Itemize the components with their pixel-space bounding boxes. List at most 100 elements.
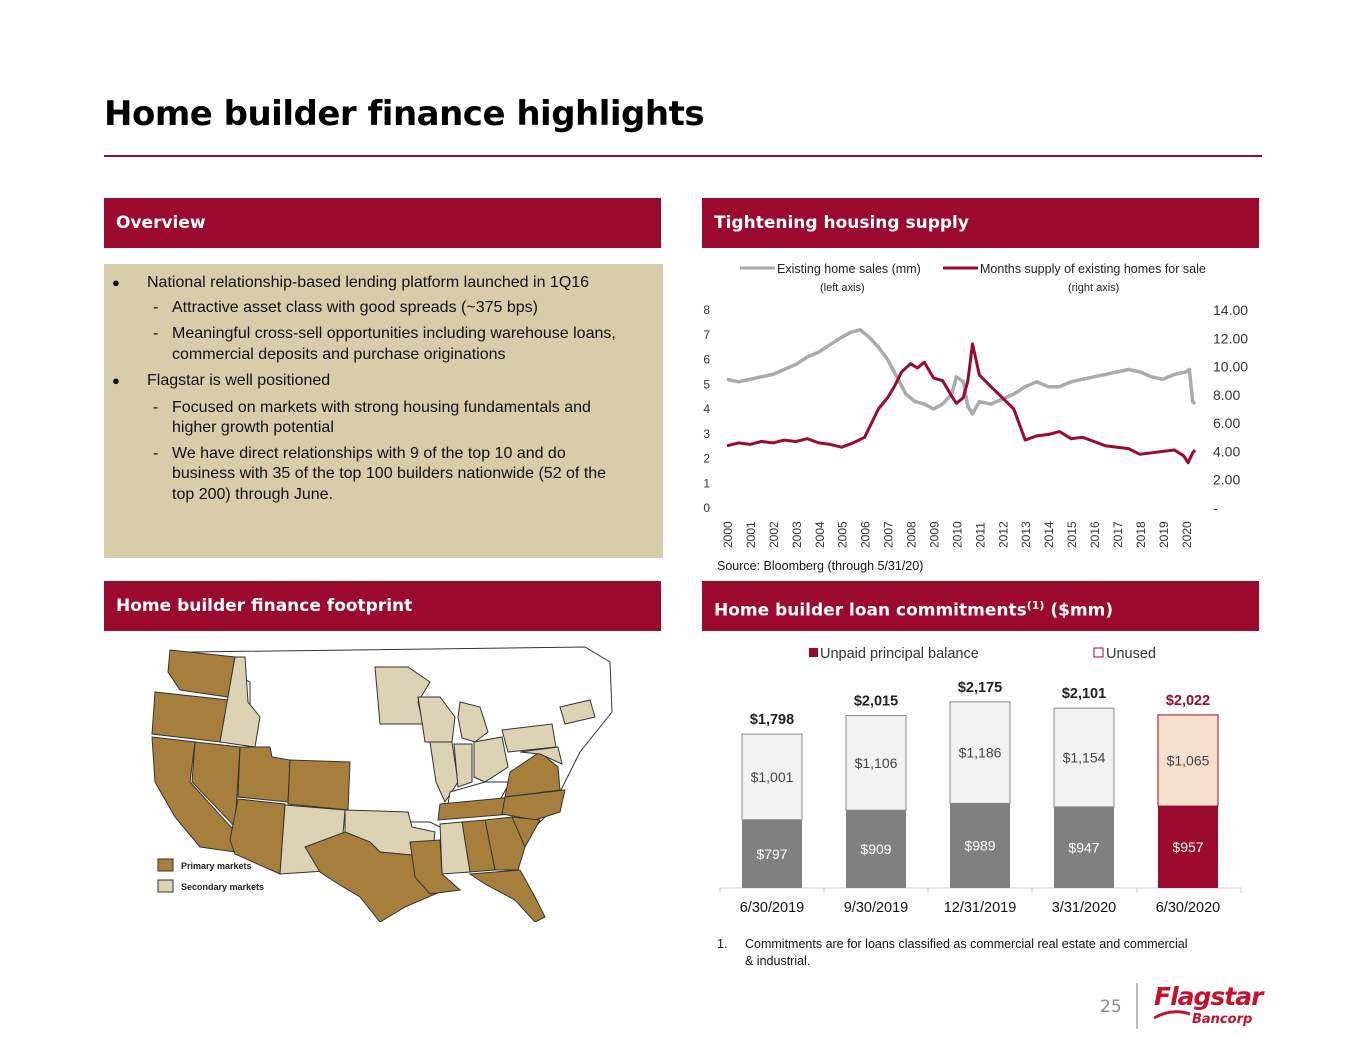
- bar-upb-label: $989: [964, 838, 995, 854]
- bancorp-logo-text: Bancorp: [1192, 1012, 1253, 1027]
- bullet-marker: -: [153, 325, 159, 342]
- left-axis-tick: 1: [703, 476, 710, 490]
- overview-bullet: top 200) through June.: [172, 484, 650, 505]
- left-axis-tick: 6: [703, 353, 710, 367]
- x-axis-year-label: 2002: [767, 521, 781, 548]
- legend-primary-label: Primary markets: [181, 861, 252, 871]
- bullet-text: National relationship-based lending plat…: [147, 274, 590, 291]
- right-axis-tick: 12.00: [1213, 330, 1248, 346]
- bullet-text: We have direct relationships with 9 of t…: [172, 445, 566, 462]
- bullet-text: top 200) through June.: [172, 486, 334, 503]
- flagstar-logo: Flagstar: [1154, 982, 1263, 1011]
- legend-unused-swatch: [1093, 647, 1104, 658]
- right-axis-tick: 6.00: [1213, 415, 1240, 431]
- bar-upb-label: $797: [756, 846, 787, 862]
- commitments-header-unit: ($mm): [1044, 600, 1114, 621]
- title-divider: [104, 155, 1262, 157]
- bar-category-label: 3/31/2020: [1052, 900, 1117, 916]
- bar-upb: [846, 810, 906, 888]
- overview-bullet: - We have direct relationships with 9 of …: [153, 443, 650, 464]
- home-sales-line: [726, 328, 1197, 416]
- bar-upb-label: $947: [1068, 839, 1099, 855]
- bullet-text: higher growth potential: [172, 419, 334, 436]
- x-axis-year-label: 2012: [996, 521, 1010, 548]
- overview-bullet: business with 35 of the top 100 builders…: [172, 463, 650, 484]
- bullet-marker: -: [153, 399, 159, 416]
- bullet-text: business with 35 of the top 100 builders…: [172, 465, 607, 482]
- map-florida: [468, 869, 546, 922]
- right-axis-tick: 8.00: [1213, 387, 1240, 403]
- left-axis-tick: 5: [703, 377, 710, 391]
- footprint-header: Home builder finance footprint: [104, 581, 661, 631]
- bar-unused: [1053, 707, 1115, 808]
- overview-bullet: - Focused on markets with strong housing …: [153, 397, 650, 418]
- bar-upb-label: $957: [1172, 839, 1203, 855]
- x-axis-year-label: 2004: [813, 521, 827, 548]
- right-axis-tick: -: [1213, 500, 1218, 516]
- x-axis-year-label: 2003: [790, 521, 804, 548]
- right-axis-tick: 4.00: [1213, 443, 1240, 459]
- bar-unused-label: $1,154: [1063, 750, 1106, 766]
- x-axis-year-label: 2007: [882, 521, 896, 548]
- map-minnesota: [374, 666, 431, 725]
- months-supply-line: [726, 342, 1197, 465]
- left-axis-tick: 8: [703, 303, 710, 317]
- map-arizona: [229, 798, 286, 875]
- x-axis-year-label: 2016: [1088, 521, 1102, 548]
- map-idaho: [219, 656, 261, 748]
- left-axis-tick: 2: [703, 452, 710, 466]
- bar-category-label: 6/30/2019: [740, 900, 805, 916]
- left-axis-tick: 0: [703, 501, 710, 515]
- bar-unused: [741, 733, 803, 821]
- overview-bullet: - Meaningful cross-sell opportunities inc…: [153, 323, 650, 344]
- x-axis-year-label: 2001: [744, 521, 758, 548]
- footnote-number: 1.: [717, 937, 728, 951]
- bar-total-label: $2,015: [854, 694, 898, 710]
- map-virginia: [504, 751, 561, 798]
- bar-unused: [1157, 714, 1219, 807]
- legend-home-sales-axis: (left axis): [820, 282, 865, 294]
- overview-box: [104, 264, 663, 558]
- map-oregon: [151, 691, 229, 743]
- map-louisiana: [409, 839, 462, 895]
- source-note: Source: Bloomberg (through 5/31/20): [717, 559, 924, 573]
- bar-unused-label: $1,001: [751, 769, 794, 785]
- x-axis-year-label: 2009: [927, 521, 941, 548]
- bar-category-label: 6/30/2020: [1156, 900, 1221, 916]
- bullet-marker: -: [153, 299, 159, 316]
- bar-upb: [1158, 806, 1218, 888]
- legend-home-sales-label: Existing home sales (mm): [777, 262, 921, 276]
- housing-supply-header: Tightening housing supply: [702, 198, 1259, 248]
- bullet-marker: ●: [112, 373, 120, 388]
- x-axis-year-label: 2010: [950, 521, 964, 548]
- bar-unused-label: $1,106: [855, 755, 898, 771]
- commitments-footnote-ref: (1): [1026, 599, 1045, 612]
- map-texas: [304, 831, 441, 922]
- overview-bullet: ● National relationship-based lending pla…: [112, 272, 650, 293]
- bar-category-label: 9/30/2019: [844, 900, 909, 916]
- commitments-header-text: Home builder loan commitments: [714, 600, 1027, 621]
- legend-secondary-swatch: [157, 879, 174, 893]
- bar-total-label: $2,101: [1062, 686, 1106, 702]
- bar-total-label: $1,798: [750, 712, 794, 728]
- left-axis-tick: 3: [703, 427, 710, 441]
- map-northeast: [559, 699, 596, 725]
- bar-upb: [950, 803, 1010, 888]
- legend-upb-label: Unpaid principal balance: [820, 646, 979, 662]
- footnote-line-2: & industrial.: [745, 954, 811, 968]
- x-axis-year-label: 2018: [1134, 521, 1148, 548]
- x-axis-year-label: 2014: [1042, 521, 1056, 548]
- bar-unused-label: $1,065: [1167, 752, 1210, 768]
- legend-months-supply-label: Months supply of existing homes for sale: [980, 262, 1206, 276]
- bar-total-label: $2,175: [958, 680, 1002, 696]
- bullet-marker: ●: [112, 275, 120, 290]
- x-axis-year-label: 2015: [1065, 521, 1079, 548]
- overview-bullet: commercial deposits and purchase origina…: [172, 344, 650, 365]
- footnote-line-1: Commitments are for loans classified as …: [745, 937, 1188, 951]
- bar-total-label: $2,022: [1166, 693, 1210, 709]
- overview-bullet: - Attractive asset class with good spread…: [153, 297, 650, 318]
- legend-upb-swatch: [809, 648, 818, 657]
- bullet-text: Flagstar is well positioned: [147, 372, 331, 389]
- overview-bullet: ● Flagstar is well positioned: [112, 370, 650, 391]
- bar-unused: [845, 715, 907, 811]
